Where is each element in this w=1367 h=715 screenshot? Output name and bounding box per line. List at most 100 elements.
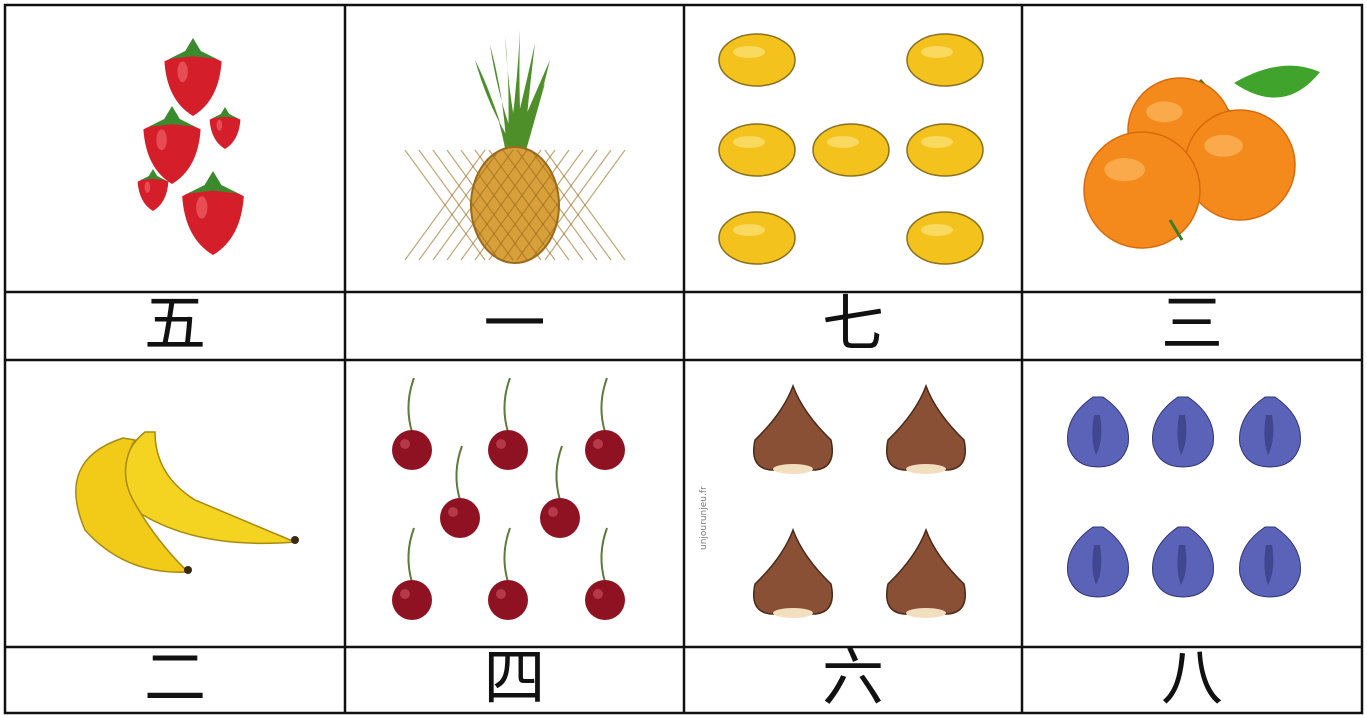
chestnut-base — [906, 608, 946, 618]
pattern — [460, 149, 542, 261]
cherry — [488, 580, 528, 620]
lemon-shine — [733, 46, 765, 58]
cherry-shine — [593, 439, 603, 449]
numeral-label: 二 — [144, 641, 206, 714]
pattern — [474, 149, 556, 261]
orange — [1184, 109, 1296, 221]
leaves — [148, 106, 196, 127]
cherry-shine — [496, 589, 506, 599]
fig-shade — [1177, 415, 1187, 455]
pattern — [488, 149, 570, 261]
cherry-shine — [400, 439, 410, 449]
fig-shade — [1177, 545, 1187, 585]
orange-shine — [1104, 158, 1145, 182]
watermark: unjourunjeu.fr — [699, 486, 709, 550]
pattern — [432, 149, 514, 261]
shine — [196, 196, 208, 219]
picture: unjourunjeu.fr — [699, 383, 966, 618]
banana — [75, 437, 190, 573]
orange-shine — [1204, 134, 1243, 157]
lemon — [718, 211, 796, 265]
cherry-shine — [593, 589, 603, 599]
cherry-stem — [503, 527, 511, 583]
cherry — [585, 580, 625, 620]
pattern — [502, 149, 584, 261]
leaves — [187, 171, 239, 194]
lemon — [812, 123, 890, 177]
chestnut-base — [773, 464, 813, 474]
lemon — [906, 123, 984, 177]
lemon — [718, 123, 796, 177]
chestnut-base — [773, 608, 813, 618]
lemon — [718, 33, 796, 87]
numeral-label: 五 — [144, 287, 206, 360]
leaves — [169, 38, 217, 59]
leaf — [505, 35, 523, 160]
orange-shine — [1146, 101, 1183, 123]
cherry — [540, 498, 580, 538]
picture — [1083, 65, 1320, 249]
pattern — [544, 149, 626, 261]
cherry-stem — [503, 377, 511, 433]
leaf — [475, 60, 523, 160]
banana-tip — [291, 536, 299, 544]
picture — [137, 38, 244, 255]
cherry — [392, 430, 432, 470]
lemon-shine — [921, 46, 953, 58]
shine — [156, 129, 167, 151]
artwork: unjourunjeu.fr — [75, 30, 1320, 620]
pattern — [418, 149, 500, 261]
lemon-shine — [827, 136, 859, 148]
leaf — [1234, 65, 1320, 98]
fig-shade — [1264, 415, 1274, 455]
cherry — [585, 430, 625, 470]
cherry-stem — [600, 527, 608, 583]
cherry-stem — [407, 527, 415, 583]
numeral-label: 四 — [483, 641, 545, 714]
pattern — [530, 149, 612, 261]
cherry-stem — [407, 377, 415, 433]
cherry — [392, 580, 432, 620]
stem — [1168, 219, 1184, 241]
shine — [177, 61, 188, 83]
picture — [75, 431, 299, 574]
chestnut-base — [906, 464, 946, 474]
shine — [216, 119, 223, 131]
numeral-label: 八 — [1161, 641, 1223, 714]
numeral-label: 六 — [822, 641, 884, 714]
cherry-shine — [448, 507, 458, 517]
pattern — [446, 149, 528, 261]
cherry-shine — [400, 589, 410, 599]
cherry-stem — [600, 377, 608, 433]
cherry-shine — [548, 507, 558, 517]
lemon-shine — [733, 224, 765, 236]
leaf — [507, 83, 545, 160]
fig-shade — [1092, 415, 1102, 455]
cherry-shine — [496, 439, 506, 449]
cherry-stem — [555, 445, 563, 501]
cherry — [440, 498, 480, 538]
banana-tip — [184, 566, 192, 574]
leaves — [140, 169, 166, 181]
cherry — [488, 430, 528, 470]
numeral-label: 三 — [1161, 287, 1223, 360]
lemon-shine — [733, 136, 765, 148]
picture — [1067, 396, 1301, 598]
lemon-shine — [921, 136, 953, 148]
lemon-shine — [921, 224, 953, 236]
orange — [1083, 131, 1201, 249]
pattern — [404, 149, 486, 261]
fig-shade — [1092, 545, 1102, 585]
lemon — [906, 211, 984, 265]
numeral-label: 一 — [483, 287, 545, 360]
leaf — [507, 60, 550, 160]
shine — [144, 181, 151, 193]
numeral-label: 七 — [822, 287, 884, 360]
pattern — [516, 149, 598, 261]
leaves — [212, 107, 238, 119]
picture — [718, 33, 984, 265]
picture — [392, 377, 625, 620]
table-grid — [3, 3, 1364, 715]
